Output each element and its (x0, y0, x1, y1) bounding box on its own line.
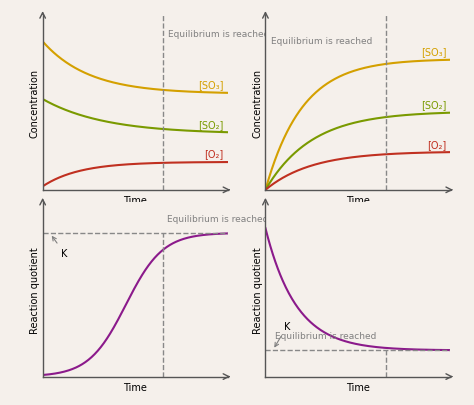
Text: [SO₂]: [SO₂] (199, 119, 224, 130)
Text: Equilibrium is reached: Equilibrium is reached (274, 331, 376, 340)
X-axis label: Time: Time (123, 382, 147, 392)
Text: [O₂]: [O₂] (428, 139, 447, 149)
Y-axis label: Concentration: Concentration (30, 69, 40, 138)
X-axis label: Time: Time (123, 196, 147, 206)
Text: (a): (a) (128, 403, 142, 405)
Y-axis label: Concentration: Concentration (253, 69, 263, 138)
Text: Equilibrium is reached: Equilibrium is reached (166, 214, 268, 224)
Text: (b): (b) (351, 403, 365, 405)
Text: [SO₂]: [SO₂] (421, 100, 447, 110)
Text: [SO₃]: [SO₃] (421, 47, 447, 57)
Text: [SO₃]: [SO₃] (198, 80, 224, 90)
Text: K: K (275, 321, 290, 347)
Text: Equilibrium is reached: Equilibrium is reached (271, 37, 373, 46)
Text: K: K (53, 237, 67, 258)
X-axis label: Time: Time (346, 196, 370, 206)
Y-axis label: Reaction quotient: Reaction quotient (253, 246, 263, 333)
Text: Equilibrium is reached: Equilibrium is reached (168, 30, 270, 39)
Y-axis label: Reaction quotient: Reaction quotient (30, 246, 40, 333)
Text: [O₂]: [O₂] (205, 149, 224, 159)
X-axis label: Time: Time (346, 382, 370, 392)
